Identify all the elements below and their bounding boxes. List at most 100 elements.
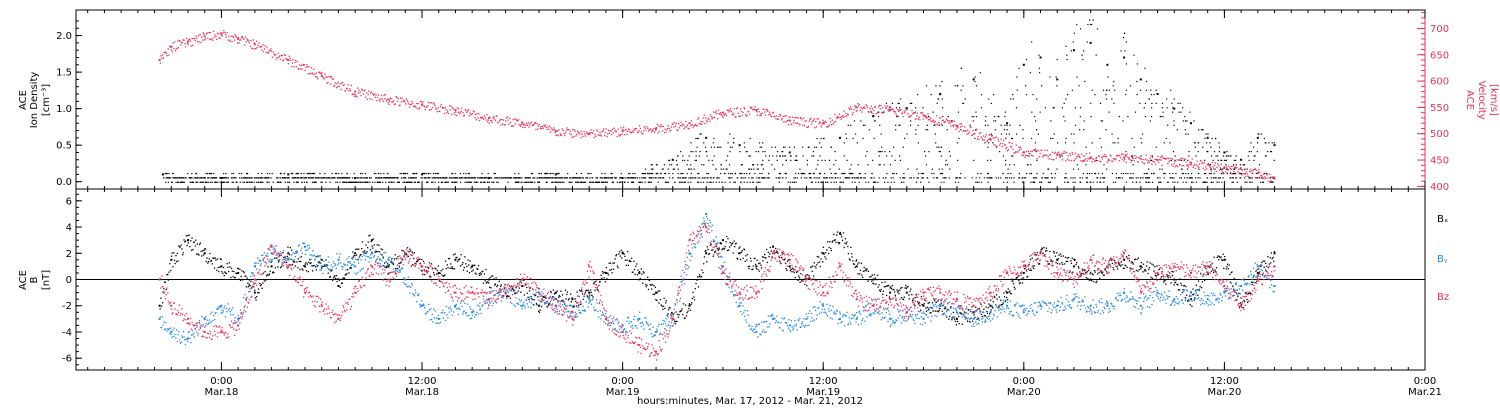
density-sample: [167, 177, 169, 179]
velocity-sample: [345, 90, 347, 92]
density-sample: [664, 181, 667, 183]
density-sample: [1202, 181, 1204, 183]
density-sample: [526, 181, 528, 183]
density-sample: [762, 177, 764, 179]
velocity-sample: [605, 128, 607, 130]
velocity-sample: [306, 64, 308, 66]
velocity-sample: [607, 133, 609, 135]
velocity-sample: [768, 111, 771, 113]
velocity-sample: [431, 106, 434, 109]
velocity-sample: [808, 120, 810, 122]
density-sample: [764, 177, 766, 179]
bx-point: [1006, 291, 1009, 294]
density-sample: [291, 172, 294, 175]
density-sample: [1127, 172, 1129, 175]
density-point: [1089, 41, 1092, 44]
density-sample: [538, 172, 540, 175]
density-sample: [811, 155, 813, 157]
density-sample: [1005, 164, 1007, 166]
bx-sample: [262, 282, 264, 284]
velocity-sample: [199, 33, 201, 36]
density-sample: [331, 172, 333, 175]
velocity-sample: [1074, 152, 1077, 155]
density-sample: [433, 172, 435, 175]
density-sample: [804, 172, 806, 175]
density-sample: [317, 177, 319, 179]
velocity-sample: [193, 37, 196, 40]
density-sample: [248, 181, 250, 183]
density-sample: [1240, 177, 1242, 179]
density-sample: [1013, 177, 1015, 179]
velocity-sample: [196, 40, 199, 43]
bx-sample: [287, 246, 289, 248]
bx-sample: [199, 242, 201, 244]
velocity-sample: [1006, 146, 1008, 148]
velocity-sample: [997, 138, 999, 140]
density-sample: [1212, 181, 1214, 183]
density-sample: [1005, 177, 1007, 179]
density-sample: [591, 181, 593, 183]
velocity-sample: [505, 120, 507, 122]
velocity-sample: [838, 113, 841, 115]
density-sample: [372, 181, 374, 183]
density-sample: [759, 177, 761, 179]
density-sample: [357, 181, 360, 183]
density-sample: [997, 115, 999, 118]
velocity-sample: [634, 129, 636, 131]
density-sample: [388, 181, 390, 183]
density-sample: [313, 181, 315, 183]
density-sample: [1189, 111, 1191, 113]
velocity-sample: [326, 82, 328, 84]
velocity-sample: [1143, 163, 1146, 165]
bx-sample: [317, 261, 320, 263]
density-sample: [1054, 172, 1056, 175]
density-sample: [916, 177, 918, 179]
density-sample: [987, 181, 989, 183]
velocity-sample: [1258, 169, 1260, 171]
velocity-sample: [960, 122, 962, 125]
density-sample: [922, 172, 924, 175]
bx-sample: [201, 255, 203, 257]
velocity-sample: [1261, 176, 1264, 178]
bx-sample: [251, 287, 253, 289]
velocity-sample: [499, 118, 502, 121]
b-field-axis-label: ACE B [nT]: [18, 270, 52, 290]
velocity-sample: [955, 125, 958, 127]
velocity-sample: [360, 94, 362, 97]
density-sample: [479, 181, 482, 183]
velocity-sample: [784, 115, 786, 117]
bx-sample: [302, 265, 305, 267]
velocity-sample: [632, 131, 635, 133]
density-sample: [1226, 172, 1229, 175]
density-sample: [1232, 181, 1234, 183]
density-sample: [338, 177, 341, 179]
bx-sample: [415, 262, 417, 264]
density-sample: [1260, 177, 1263, 179]
density-sample: [243, 181, 246, 183]
velocity-sample: [675, 123, 677, 125]
velocity-sample: [921, 112, 924, 114]
density-sample: [1012, 98, 1014, 100]
density-sample: [1171, 102, 1173, 104]
velocity-sample: [418, 108, 420, 110]
velocity-sample: [398, 104, 400, 107]
velocity-sample: [645, 129, 647, 131]
bx-sample: [413, 257, 415, 260]
density-sample: [1270, 151, 1273, 153]
velocity-sample: [1031, 150, 1033, 152]
density-sample: [1235, 164, 1237, 166]
velocity-sample: [979, 132, 981, 135]
velocity-sample: [752, 109, 754, 111]
velocity-sample: [711, 118, 713, 120]
density-sample: [957, 181, 960, 183]
density-sample: [715, 181, 717, 183]
density-sample: [574, 177, 576, 179]
velocity-sample: [1054, 151, 1057, 153]
density-sample: [980, 94, 983, 96]
density-sample: [925, 85, 928, 87]
density-sample: [913, 177, 915, 179]
velocity-sample: [709, 114, 712, 116]
density-sample: [282, 177, 284, 179]
density-sample: [820, 146, 822, 148]
density-sample: [249, 177, 251, 179]
